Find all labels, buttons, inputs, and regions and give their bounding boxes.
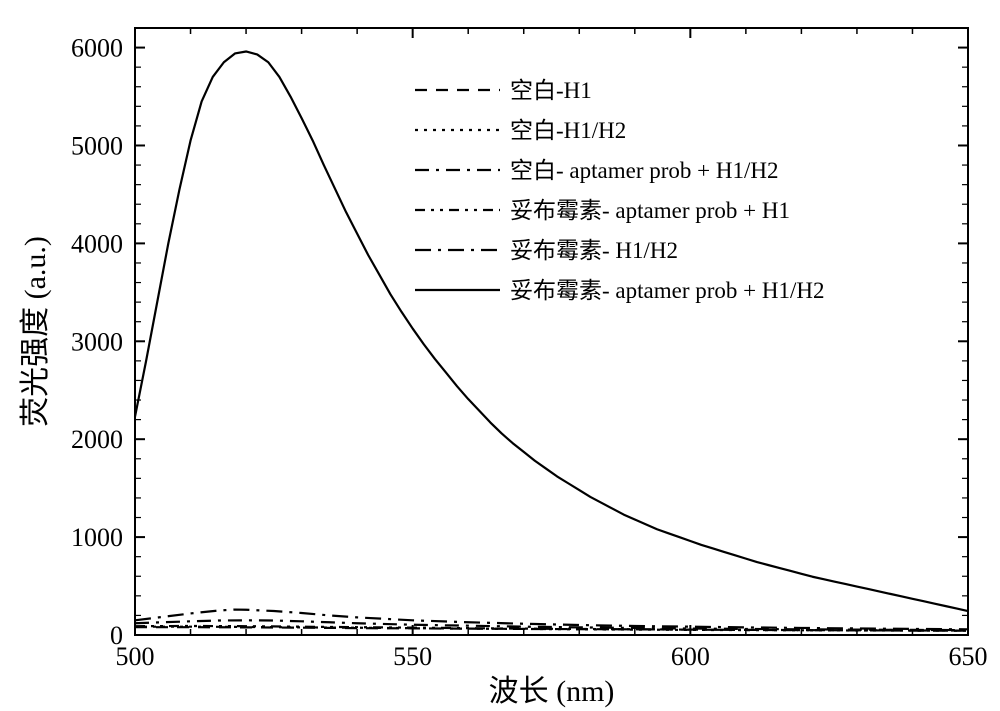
x-tick-label: 550 [393,642,432,671]
y-tick-label: 3000 [71,327,123,356]
legend-label: 妥布霉素- aptamer prob + H1/H2 [510,278,824,303]
legend-label: 空白-H1 [510,78,592,103]
x-tick-label: 600 [671,642,710,671]
x-axis-label: 波长 (nm) [489,675,615,708]
fluorescence-spectrum-chart: 5005506006500100020003000400050006000波长 … [0,0,1000,711]
legend-label: 妥布霉素- aptamer prob + H1 [510,198,790,223]
y-tick-label: 2000 [71,425,123,454]
y-axis-label: 荧光强度 (a.u.) [19,236,52,427]
x-tick-label: 650 [949,642,988,671]
y-tick-label: 6000 [71,34,123,63]
legend-label: 空白- aptamer prob + H1/H2 [510,158,778,183]
y-tick-label: 4000 [71,229,123,258]
legend-label: 妥布霉素- H1/H2 [510,238,678,263]
chart-container: 5005506006500100020003000400050006000波长 … [0,0,1000,711]
y-tick-label: 1000 [71,523,123,552]
y-tick-label: 0 [110,621,123,650]
legend-label: 空白-H1/H2 [510,118,626,143]
y-tick-label: 5000 [71,131,123,160]
